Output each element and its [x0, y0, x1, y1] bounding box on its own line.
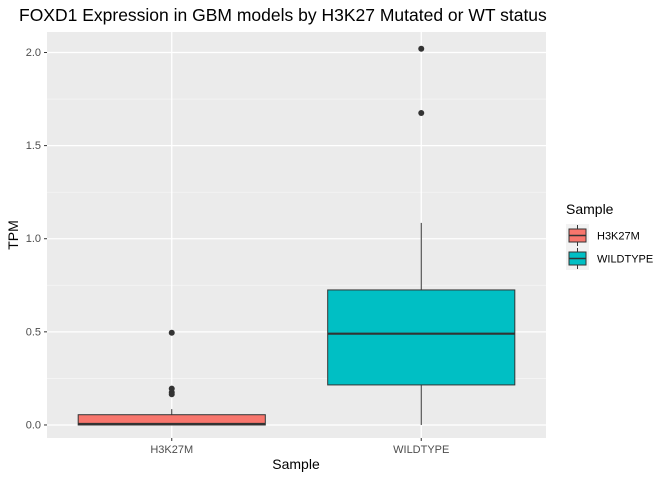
- y-tick-label: 0.0: [26, 419, 41, 431]
- legend-item-wildtype: WILDTYPE: [566, 247, 653, 270]
- y-tick-label: 0.5: [26, 326, 41, 338]
- outlier-point: [168, 391, 175, 398]
- legend-label: WILDTYPE: [597, 254, 653, 266]
- y-tick-label: 2.0: [26, 47, 41, 59]
- chart-title: FOXD1 Expression in GBM models by H3K27 …: [19, 5, 547, 25]
- x-axis-ticks: H3K27M WILDTYPE: [150, 438, 449, 456]
- outlier-point: [168, 329, 175, 336]
- box-body: [327, 289, 516, 386]
- y-tick-label: 1.5: [26, 140, 41, 152]
- boxes: [77, 45, 516, 426]
- x-tick-label: H3K27M: [150, 444, 193, 456]
- y-axis-ticks: 0.0 0.5 1.0 1.5 2.0: [26, 47, 47, 431]
- outlier-point: [418, 45, 425, 52]
- y-tick-label: 1.0: [26, 233, 41, 245]
- legend-title: Sample: [566, 201, 614, 217]
- y-axis-label: TPM: [5, 220, 21, 250]
- x-axis-label: Sample: [272, 456, 320, 472]
- box-wildtype: [327, 45, 516, 425]
- box-h3k27m: [77, 329, 266, 426]
- outlier-point: [418, 110, 425, 117]
- legend-item-h3k27m: H3K27M: [566, 224, 640, 247]
- legend-label: H3K27M: [597, 231, 640, 243]
- x-tick-label: WILDTYPE: [393, 444, 449, 456]
- legend: Sample H3K27M WILDTYPE: [566, 201, 653, 270]
